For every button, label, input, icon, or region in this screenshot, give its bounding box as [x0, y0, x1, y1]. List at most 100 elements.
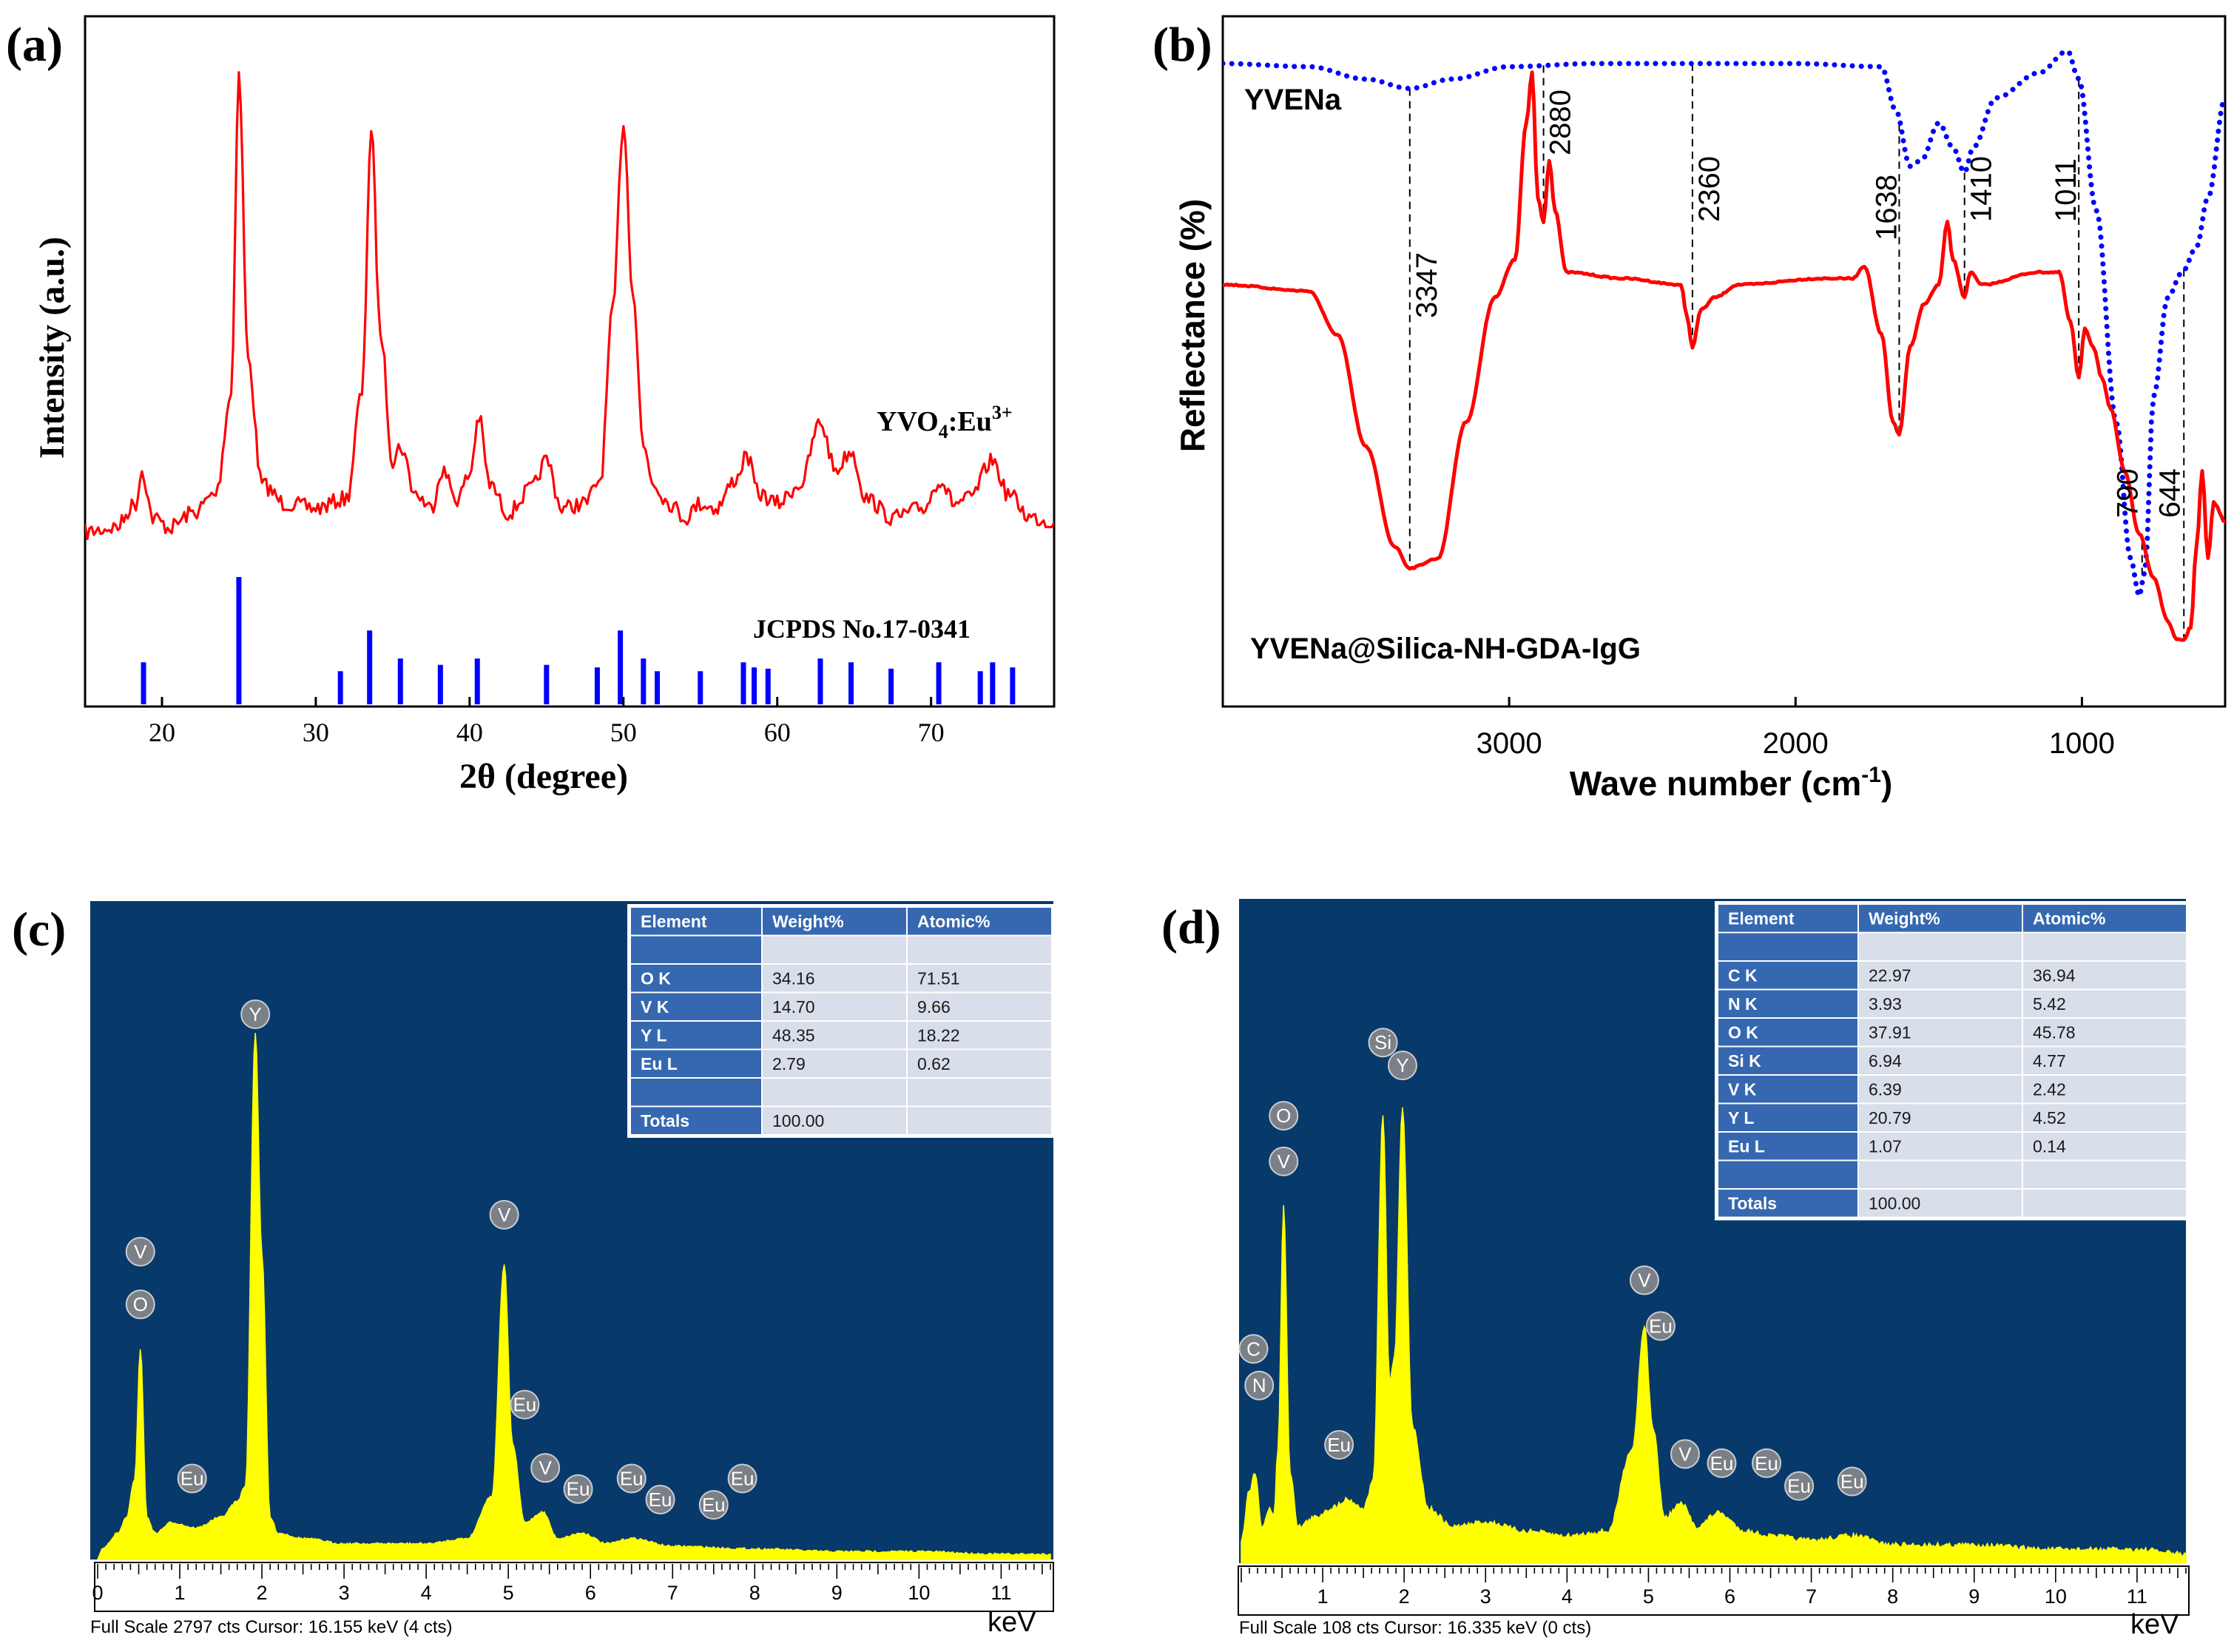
table-value: Si K: [1728, 1051, 1761, 1071]
reference-bar: [437, 664, 443, 704]
table-value: 2.79: [772, 1054, 806, 1073]
peak-marker-label: V: [1678, 1443, 1692, 1465]
peak-marker: [563, 1474, 593, 1504]
kev-label: keV: [988, 1607, 1036, 1638]
table-cell: [908, 1107, 1051, 1134]
reference-bar: [141, 662, 146, 704]
table-cell: [1859, 1190, 2022, 1217]
y-axis-label: Reflectance (%): [1173, 199, 1212, 453]
table-cell: [1859, 1104, 2022, 1131]
peak-marker: [530, 1453, 561, 1483]
peak-marker: [489, 1199, 519, 1230]
reference-bar: [977, 671, 983, 704]
peak-marker: [1645, 1311, 1676, 1341]
table-value: 0.62: [917, 1054, 951, 1073]
axis-tick-label: 1: [175, 1582, 186, 1604]
peak-marker-label: V: [1638, 1270, 1651, 1292]
axis-tick-label: 3: [1480, 1585, 1491, 1608]
table-cell: [763, 993, 906, 1020]
peak-marker: [1387, 1051, 1417, 1081]
table-cell: [1859, 905, 2022, 932]
axis-tick-label: 0: [92, 1582, 103, 1604]
peak-marker-label: Eu: [649, 1489, 672, 1511]
peak-marker-label: Eu: [1755, 1452, 1778, 1474]
peak-marker: [177, 1463, 207, 1494]
x-axis-ticks: 20 30 40 50 60 70: [149, 697, 945, 747]
table-cell: [908, 908, 1051, 935]
panel-c-label: (c): [12, 903, 66, 957]
peak-marker-label: C: [1246, 1338, 1261, 1360]
kev-axis: 1 2 3 4 5 6 7 8 9 10 11: [1238, 1565, 2190, 1616]
reference-bar: [236, 577, 242, 704]
reference-bar: [1010, 667, 1016, 704]
table-cell: [631, 1022, 761, 1049]
series-label-conjugate: YVENa@Silica-NH-GDA-IgG: [1250, 633, 1641, 665]
reference-bar: [655, 671, 661, 704]
peak-marker-label: Eu: [1327, 1434, 1351, 1456]
table-value: N K: [1728, 994, 1758, 1014]
x-tick-label: 30: [303, 718, 329, 747]
table-cell: [2023, 1047, 2186, 1074]
table-value: 34.16: [772, 969, 815, 988]
x-tick-label: 60: [764, 718, 791, 747]
table-value: 1.07: [1869, 1137, 1902, 1156]
axis-tick-label: 8: [749, 1582, 760, 1604]
axis-tick-label: 10: [908, 1582, 930, 1604]
table-header: Weight%: [772, 912, 844, 931]
peak-marker: [1707, 1448, 1737, 1478]
table-cell: [763, 936, 906, 963]
peak-marker: [125, 1289, 155, 1320]
reference-bar: [367, 630, 373, 704]
peak-annotation: 2360: [1693, 156, 1726, 222]
table-cell: [1859, 1076, 2022, 1103]
table-value: Y L: [1728, 1108, 1754, 1127]
table-cell: [2023, 962, 2186, 989]
table-value: Totals: [641, 1111, 689, 1130]
table-value: 3.93: [1869, 994, 1902, 1014]
eds-spectrum-fill: [96, 1033, 1051, 1560]
peak-marker-label: Eu: [702, 1494, 726, 1516]
peak-annotation: 1410: [1965, 156, 1998, 222]
reference-bar: [641, 658, 647, 704]
peak-marker: [125, 1236, 155, 1267]
table-cell: [1859, 1047, 2022, 1074]
peak-marker: [645, 1484, 675, 1514]
kev-axis: 0 1 2 3 4 5 6 7 8 9 10 11: [92, 1562, 1054, 1612]
axis-tick-label: 4: [1562, 1585, 1573, 1608]
table-value: 71.51: [917, 969, 960, 988]
peak-marker: [727, 1463, 757, 1494]
peak-marker-label: Eu: [620, 1467, 644, 1489]
table-cell: [1718, 1161, 1857, 1188]
table-cell: [1718, 905, 1857, 932]
table-cell: [1859, 1019, 2022, 1046]
table-value: 14.70: [772, 997, 815, 1017]
table-cell: [2023, 1104, 2186, 1131]
conjugate-curve: [1223, 70, 2225, 642]
reference-bar: [936, 662, 942, 704]
table-cell: [2023, 905, 2186, 932]
panel-a-label: (a): [6, 18, 63, 72]
peak-marker: [1670, 1439, 1700, 1469]
table-value: 6.94: [1869, 1051, 1902, 1071]
peak-marker-label: Y: [1396, 1054, 1408, 1076]
table-cell: [908, 965, 1051, 992]
reference-bar: [618, 630, 624, 704]
x-axis-ticks: 3000 2000 1000: [1477, 697, 2115, 760]
table-value: 100.00: [1869, 1194, 1920, 1213]
axis-tick-label: 3: [339, 1582, 350, 1604]
table-cell: [1718, 1190, 1857, 1217]
peak-marker-label: Eu: [567, 1478, 590, 1500]
table-cell: [1859, 933, 2022, 960]
reference-bar: [594, 667, 600, 704]
table-value: 4.52: [2033, 1108, 2066, 1127]
peak-marker: [1238, 1334, 1269, 1364]
axis-tick-label: 7: [667, 1582, 678, 1604]
axis-tick-label: 4: [421, 1582, 432, 1604]
table-value: 37.91: [1869, 1023, 1911, 1042]
table-cell: [2023, 1076, 2186, 1103]
panel-a: (a) 20 30 40 50 60 70 YVO4:Eu3+ JCPDS No.17-0…: [6, 15, 1056, 796]
peak-marker-label: N: [1252, 1375, 1266, 1397]
reference-bar: [544, 664, 550, 704]
table-cell: [1718, 1076, 1857, 1103]
table-value: O K: [1728, 1023, 1758, 1042]
